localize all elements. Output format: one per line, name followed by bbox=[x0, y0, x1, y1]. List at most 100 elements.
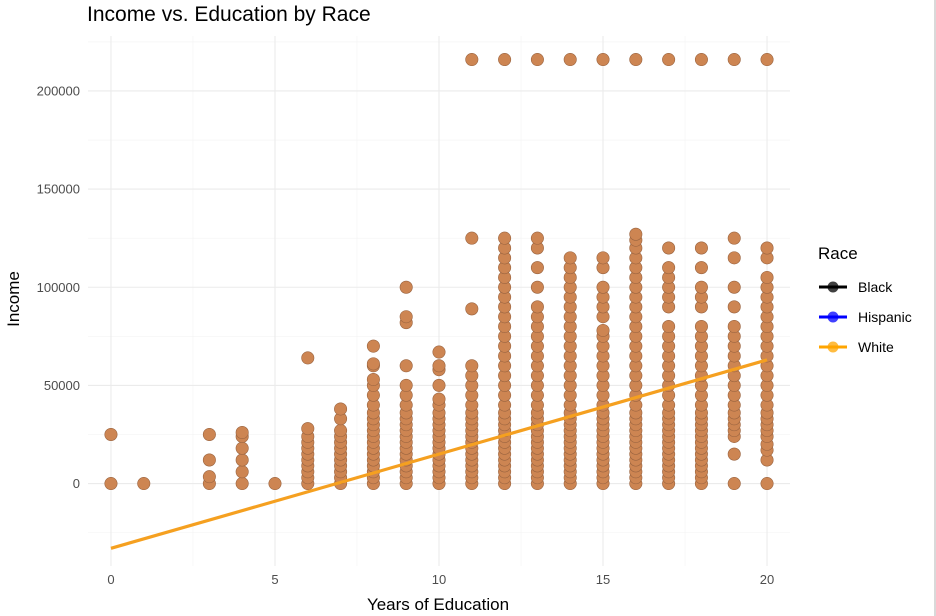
data-point bbox=[760, 477, 774, 491]
y-tick-label: 0 bbox=[73, 476, 80, 491]
data-point bbox=[596, 251, 610, 265]
data-point bbox=[366, 357, 380, 371]
x-tick-label: 5 bbox=[271, 572, 278, 587]
legend: Race Black Hispanic White bbox=[818, 244, 912, 355]
y-tick-label: 150000 bbox=[37, 182, 80, 197]
x-tick-label: 20 bbox=[760, 572, 774, 587]
y-tick-label: 50000 bbox=[44, 378, 80, 393]
data-point bbox=[530, 231, 544, 245]
data-point bbox=[334, 424, 348, 438]
data-point bbox=[530, 280, 544, 294]
data-point bbox=[235, 426, 249, 440]
data-point bbox=[432, 392, 446, 406]
data-point bbox=[727, 300, 741, 314]
data-point bbox=[334, 402, 348, 416]
data-point bbox=[432, 378, 446, 392]
data-point bbox=[465, 359, 479, 373]
data-point bbox=[596, 323, 610, 337]
data-point bbox=[235, 477, 249, 491]
data-point bbox=[760, 270, 774, 284]
data-point bbox=[399, 310, 413, 324]
data-point bbox=[694, 280, 708, 294]
data-point bbox=[268, 477, 282, 491]
data-point bbox=[727, 251, 741, 265]
data-point bbox=[727, 231, 741, 245]
x-tick-label: 0 bbox=[107, 572, 114, 587]
data-point bbox=[399, 280, 413, 294]
data-point bbox=[202, 427, 216, 441]
data-point bbox=[662, 320, 676, 334]
data-point bbox=[727, 280, 741, 294]
data-point bbox=[366, 339, 380, 353]
data-point bbox=[662, 53, 676, 67]
data-point bbox=[399, 359, 413, 373]
data-point bbox=[727, 320, 741, 334]
y-axis-title: Income bbox=[4, 271, 23, 327]
data-point bbox=[530, 300, 544, 314]
data-points bbox=[104, 53, 774, 491]
data-point bbox=[202, 470, 216, 484]
legend-item-white: White bbox=[819, 339, 894, 355]
data-point bbox=[563, 53, 577, 67]
window-edge bbox=[934, 0, 936, 616]
data-point bbox=[366, 373, 380, 387]
legend-title: Race bbox=[818, 244, 858, 263]
data-point bbox=[662, 241, 676, 255]
legend-key-point bbox=[827, 311, 839, 323]
data-point bbox=[694, 320, 708, 334]
data-point bbox=[694, 261, 708, 275]
data-point bbox=[301, 422, 315, 436]
data-point bbox=[235, 465, 249, 479]
data-point bbox=[727, 53, 741, 67]
data-point bbox=[465, 302, 479, 316]
chart-title: Income vs. Education by Race bbox=[87, 3, 371, 26]
data-point bbox=[662, 261, 676, 275]
data-point bbox=[727, 477, 741, 491]
legend-label: White bbox=[858, 339, 894, 355]
data-point bbox=[760, 53, 774, 67]
data-point bbox=[104, 427, 118, 441]
legend-keys: Black Hispanic White bbox=[819, 279, 912, 355]
x-axis-title: Years of Education bbox=[367, 595, 509, 614]
data-point bbox=[530, 53, 544, 67]
legend-item-hispanic: Hispanic bbox=[819, 309, 912, 325]
data-point bbox=[694, 241, 708, 255]
data-point bbox=[530, 261, 544, 275]
data-point bbox=[301, 351, 315, 365]
y-tick-label: 200000 bbox=[37, 83, 80, 98]
trend-line-group bbox=[110, 358, 768, 550]
x-axis-ticks: 0 5 10 15 20 bbox=[107, 572, 774, 587]
data-point bbox=[563, 251, 577, 265]
data-point bbox=[202, 453, 216, 467]
data-point bbox=[596, 280, 610, 294]
data-point bbox=[727, 447, 741, 461]
data-point bbox=[399, 378, 413, 392]
data-point bbox=[432, 359, 446, 373]
legend-key-point bbox=[827, 341, 839, 353]
data-point bbox=[235, 441, 249, 455]
data-point bbox=[465, 53, 479, 67]
data-point bbox=[432, 345, 446, 359]
x-tick-label: 10 bbox=[432, 572, 446, 587]
legend-label: Black bbox=[858, 279, 893, 295]
data-point bbox=[498, 53, 512, 67]
y-axis-ticks: 0 50000 100000 150000 200000 bbox=[37, 83, 80, 491]
data-point bbox=[629, 227, 643, 241]
trend-line bbox=[110, 358, 768, 550]
legend-label: Hispanic bbox=[858, 309, 912, 325]
y-tick-label: 100000 bbox=[37, 280, 80, 295]
data-point bbox=[465, 231, 479, 245]
legend-item-black: Black bbox=[819, 279, 893, 295]
data-point bbox=[629, 53, 643, 67]
data-point bbox=[596, 53, 610, 67]
data-point bbox=[760, 241, 774, 255]
legend-key-point bbox=[827, 281, 839, 293]
data-point bbox=[694, 53, 708, 67]
data-point bbox=[104, 477, 118, 491]
x-tick-label: 15 bbox=[596, 572, 610, 587]
data-point bbox=[498, 231, 512, 245]
data-point bbox=[235, 453, 249, 467]
data-point bbox=[137, 477, 151, 491]
